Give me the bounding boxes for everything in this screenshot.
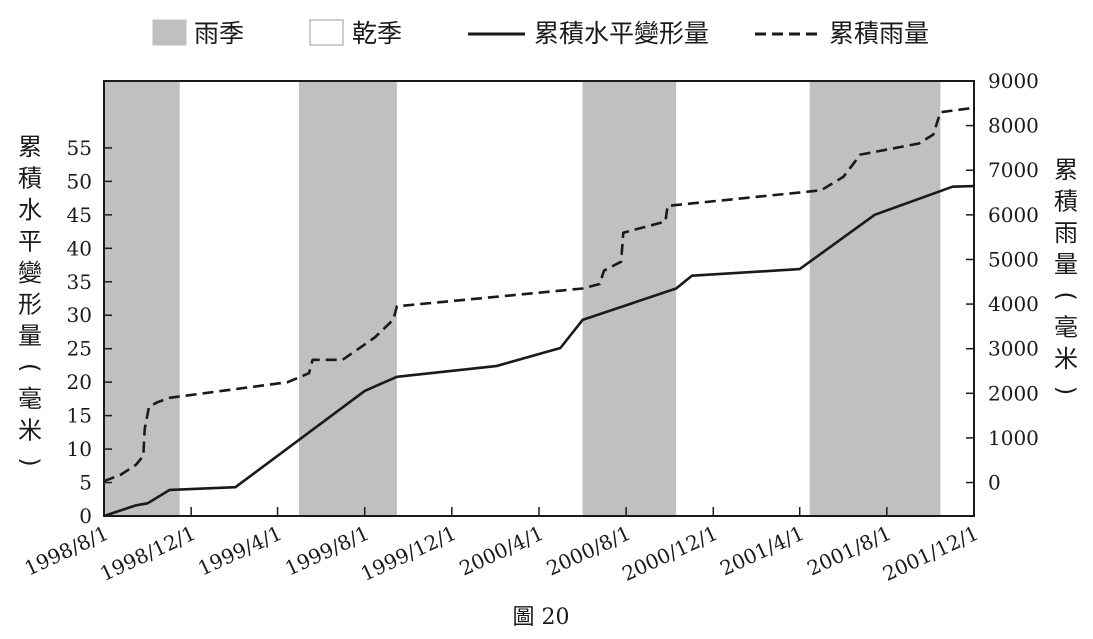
x-tick-label: 1998/8/1 [21, 521, 113, 581]
x-tick-label: 1999/8/1 [281, 521, 373, 581]
left-tick-label: 5 [79, 471, 92, 495]
right-tick-label: 6000 [988, 203, 1039, 227]
right-tick-label: 4000 [988, 292, 1039, 316]
figure-caption: 圖 20 [513, 605, 570, 630]
legend: 雨季 乾季 累積水平變形量 累積雨量 [152, 19, 929, 48]
right-axis-title: 累積雨量 ( 毫米) [1052, 156, 1080, 395]
left-tick-label: 55 [67, 136, 92, 160]
rainy-season-band [104, 81, 180, 516]
rainy-season-band [582, 81, 677, 516]
left-tick-label: 10 [67, 437, 92, 461]
legend-rainy-swatch [152, 19, 187, 46]
left-tick-label: 0 [79, 504, 92, 528]
rainy-season-band [809, 81, 941, 516]
left-axis-title: 累積水平變形量 ( 毫米) [16, 133, 44, 467]
right-tick-label: 8000 [988, 114, 1039, 138]
right-tick-label: 2000 [988, 381, 1039, 405]
legend-rainy-label: 雨季 [194, 19, 244, 48]
left-tick-label: 20 [67, 370, 92, 394]
axis-title-char: 累 [18, 133, 42, 161]
left-tick-label: 35 [67, 270, 92, 294]
right-tick-label: 9000 [988, 69, 1039, 93]
deformation-line [103, 184, 975, 518]
series-layer [103, 106, 975, 518]
rainy-season-band [299, 81, 397, 516]
legend-deform-label: 累積水平變形量 [534, 19, 709, 48]
left-tick-label: 25 [67, 337, 92, 361]
x-tick-label: 2001/4/1 [716, 521, 808, 581]
left-tick-label: 45 [67, 203, 92, 227]
axis-title-char: ) [1052, 386, 1080, 395]
axis-title-char: 積 [18, 165, 42, 193]
axis-title-char: ) [16, 457, 44, 466]
season-bands [104, 81, 941, 516]
left-tick-label: 40 [67, 236, 92, 260]
rainfall-line [103, 106, 975, 483]
x-tick-label: 2001/12/1 [879, 521, 982, 586]
right-tick-label: 1000 [988, 426, 1039, 450]
axis-title-char: 毫 [18, 385, 42, 413]
x-tick-label: 2000/4/1 [456, 521, 548, 581]
axis-title-char: 米 [18, 417, 42, 445]
axis-title-char: ( [16, 363, 44, 372]
legend-rain-label: 累積雨量 [829, 19, 929, 48]
axis-title-char: ( [1052, 291, 1080, 300]
axis-title-char: 量 [18, 322, 42, 350]
legend-dry-swatch [309, 19, 344, 46]
axis-title-char: 毫 [1054, 314, 1078, 342]
axis-title-char: 平 [18, 228, 42, 256]
x-tick-label: 2001/8/1 [803, 521, 895, 581]
axis-title-char: 米 [1054, 345, 1078, 373]
x-tick-label: 1999/4/1 [194, 521, 286, 581]
right-tick-label: 7000 [988, 158, 1039, 182]
axis-title-char: 累 [1054, 156, 1078, 184]
x-tick-label: 1999/12/1 [357, 521, 460, 586]
left-tick-label: 50 [67, 169, 92, 193]
right-tick-label: 0 [988, 471, 1001, 495]
x-tick-label: 2000/8/1 [543, 521, 635, 581]
axis-title-char: 水 [18, 196, 42, 224]
left-tick-label: 30 [67, 303, 92, 327]
axis-title-char: 量 [1054, 251, 1078, 279]
x-tick-label: 2000/12/1 [618, 521, 721, 586]
axis-title-char: 形 [18, 291, 42, 319]
left-tick-label: 15 [67, 404, 92, 428]
x-tick-label: 1998/12/1 [96, 521, 199, 586]
axis-title-char: 雨 [1054, 219, 1078, 247]
right-tick-label: 5000 [988, 247, 1039, 271]
axis-title-char: 變 [18, 259, 42, 287]
legend-dry-label: 乾季 [352, 19, 402, 48]
axis-title-char: 積 [1054, 188, 1078, 216]
right-tick-label: 3000 [988, 337, 1039, 361]
